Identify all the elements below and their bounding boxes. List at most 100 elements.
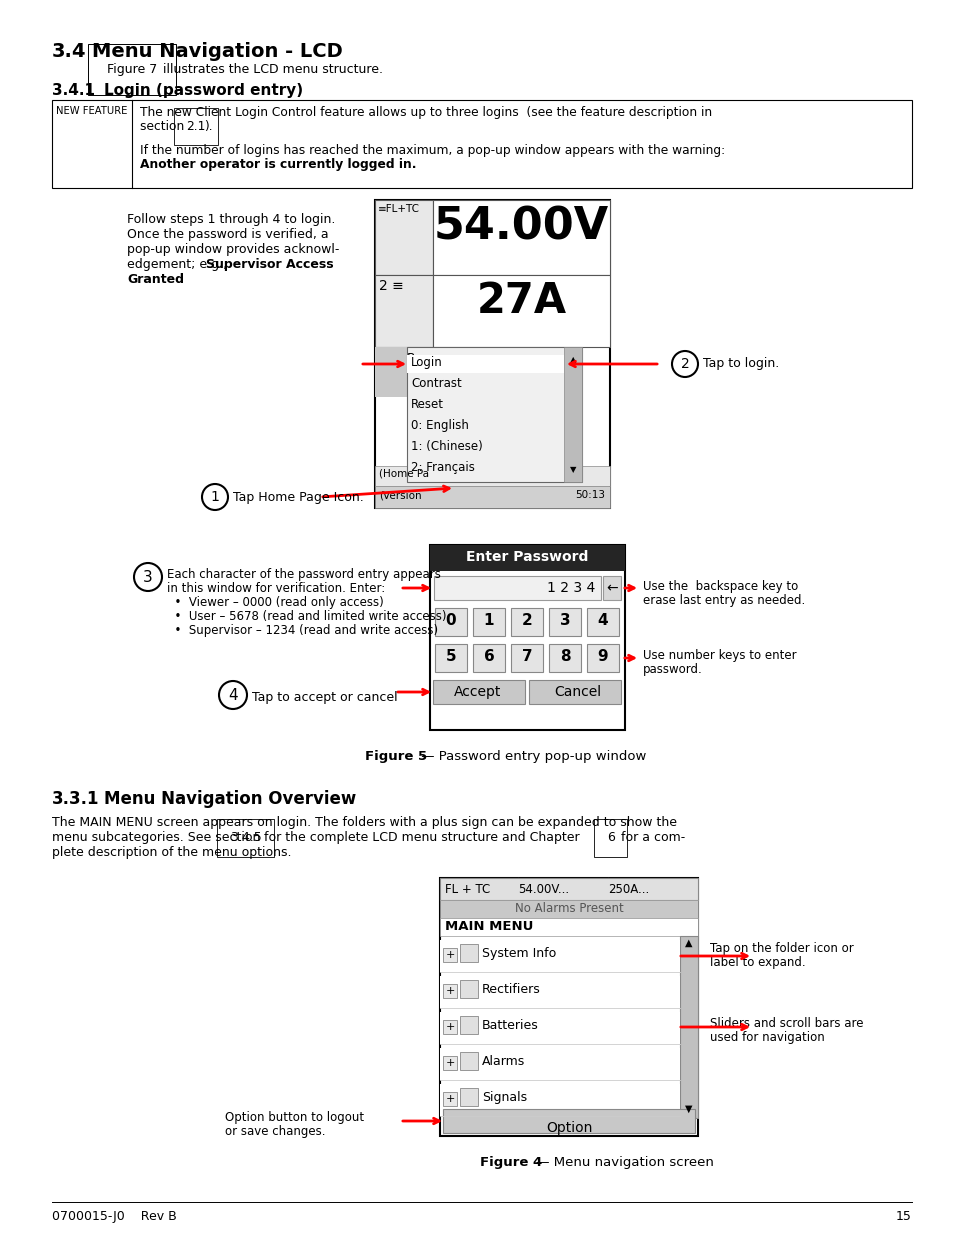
Text: Rectifiers: Rectifiers	[481, 983, 540, 995]
Text: Alarms: Alarms	[481, 1055, 525, 1068]
Text: Menu Navigation Overview: Menu Navigation Overview	[104, 790, 355, 808]
Text: Granted: Granted	[127, 273, 184, 287]
Text: in this window for verification. Enter:: in this window for verification. Enter:	[167, 582, 385, 595]
Text: 4: 4	[228, 688, 237, 703]
Text: Figure 5: Figure 5	[365, 750, 427, 763]
Text: 50:13: 50:13	[575, 490, 604, 500]
Bar	[375, 466, 609, 487]
Text: Another operator is currently logged in.: Another operator is currently logged in.	[140, 158, 416, 170]
Text: +: +	[445, 950, 455, 960]
Text: Login: Login	[411, 356, 442, 369]
Text: 4: 4	[598, 613, 608, 629]
Text: 250A...: 250A...	[607, 883, 649, 897]
Bar	[442, 1092, 456, 1107]
Text: ▼: ▼	[684, 1104, 692, 1114]
Bar	[433, 275, 609, 347]
Bar	[563, 347, 581, 482]
Text: 3.4.5: 3.4.5	[230, 831, 261, 844]
Bar	[511, 643, 542, 672]
Text: R: R	[407, 352, 416, 366]
Bar	[459, 981, 477, 998]
Text: +: +	[445, 1058, 455, 1068]
Text: Tap to login.: Tap to login.	[702, 357, 779, 370]
Text: Option: Option	[545, 1121, 592, 1135]
Bar	[442, 1056, 456, 1070]
Text: +: +	[445, 986, 455, 995]
Circle shape	[219, 680, 247, 709]
Bar	[375, 200, 433, 275]
Text: (Home Pa: (Home Pa	[378, 468, 429, 478]
Text: 6: 6	[483, 650, 494, 664]
Circle shape	[133, 563, 162, 592]
Text: Enter Password: Enter Password	[466, 550, 588, 564]
Bar	[459, 1052, 477, 1070]
Text: ▼: ▼	[569, 466, 576, 474]
Bar	[511, 608, 542, 636]
Text: — Menu navigation screen: — Menu navigation screen	[532, 1156, 713, 1170]
Text: ).: ).	[204, 120, 213, 133]
Text: 54.00V...: 54.00V...	[517, 883, 569, 897]
Bar	[439, 918, 698, 936]
Bar	[439, 1084, 679, 1116]
Bar	[459, 1016, 477, 1034]
Text: 2 ≡: 2 ≡	[378, 279, 403, 293]
Text: Tap to accept or cancel: Tap to accept or cancel	[252, 692, 397, 704]
Text: Batteries: Batteries	[481, 1019, 538, 1032]
Bar	[442, 1109, 695, 1132]
Text: Figure 7: Figure 7	[107, 63, 157, 77]
Bar	[430, 545, 624, 730]
Text: 6: 6	[606, 831, 615, 844]
Text: Cancel: Cancel	[554, 685, 601, 699]
Text: Use the  backspace key to: Use the backspace key to	[642, 580, 798, 593]
Text: 1 2 3 4: 1 2 3 4	[546, 580, 595, 595]
Bar	[439, 878, 698, 900]
Bar	[442, 984, 456, 998]
Text: +: +	[445, 1023, 455, 1032]
Text: Each character of the password entry appears: Each character of the password entry app…	[167, 568, 440, 580]
Bar	[442, 948, 456, 962]
Text: 3.4: 3.4	[52, 42, 87, 61]
Text: System Info: System Info	[481, 947, 556, 960]
Bar	[439, 900, 698, 918]
Bar	[586, 608, 618, 636]
Bar	[529, 680, 620, 704]
Text: If the number of logins has reached the maximum, a pop-up window appears with th: If the number of logins has reached the …	[140, 144, 724, 157]
Bar	[586, 643, 618, 672]
Text: 0: 0	[445, 613, 456, 629]
Text: 2.1: 2.1	[186, 120, 205, 133]
Text: 3.3.1: 3.3.1	[52, 790, 99, 808]
Bar	[602, 576, 620, 600]
Text: No Alarms Present: No Alarms Present	[514, 902, 622, 915]
Text: 2: 2	[521, 613, 532, 629]
Bar	[375, 275, 433, 347]
Text: NEW FEATURE: NEW FEATURE	[56, 106, 128, 116]
Text: Contrast: Contrast	[411, 377, 461, 390]
Bar	[439, 1011, 679, 1044]
Text: 15: 15	[895, 1210, 911, 1223]
Text: 7: 7	[521, 650, 532, 664]
Text: pop-up window provides acknowl-: pop-up window provides acknowl-	[127, 243, 339, 256]
Bar	[473, 643, 504, 672]
Text: The new Client Login Control feature allows up to three logins  (see the feature: The new Client Login Control feature all…	[140, 106, 711, 119]
Text: 8: 8	[559, 650, 570, 664]
Bar	[459, 944, 477, 962]
Text: Option button to logout: Option button to logout	[225, 1112, 364, 1124]
Text: Supervisor Access: Supervisor Access	[206, 258, 334, 270]
Text: ▲: ▲	[684, 939, 692, 948]
Bar	[439, 1049, 679, 1079]
Text: menu subcategories. See section: menu subcategories. See section	[52, 831, 264, 844]
Bar	[459, 1088, 477, 1107]
Bar	[433, 680, 524, 704]
Bar	[407, 354, 563, 373]
Bar	[52, 100, 911, 188]
Text: for the complete LCD menu structure and Chapter: for the complete LCD menu structure and …	[260, 831, 583, 844]
Text: edgement; e.g.,: edgement; e.g.,	[127, 258, 231, 270]
Text: label to expand.: label to expand.	[709, 956, 804, 969]
Bar	[439, 878, 698, 1136]
Text: Login (password entry): Login (password entry)	[104, 83, 303, 98]
Text: ≡FL+TC: ≡FL+TC	[377, 204, 419, 214]
Text: 2: Français: 2: Français	[411, 461, 475, 474]
Bar	[433, 200, 609, 275]
Text: 2: 2	[679, 357, 689, 370]
Text: 5: 5	[445, 650, 456, 664]
